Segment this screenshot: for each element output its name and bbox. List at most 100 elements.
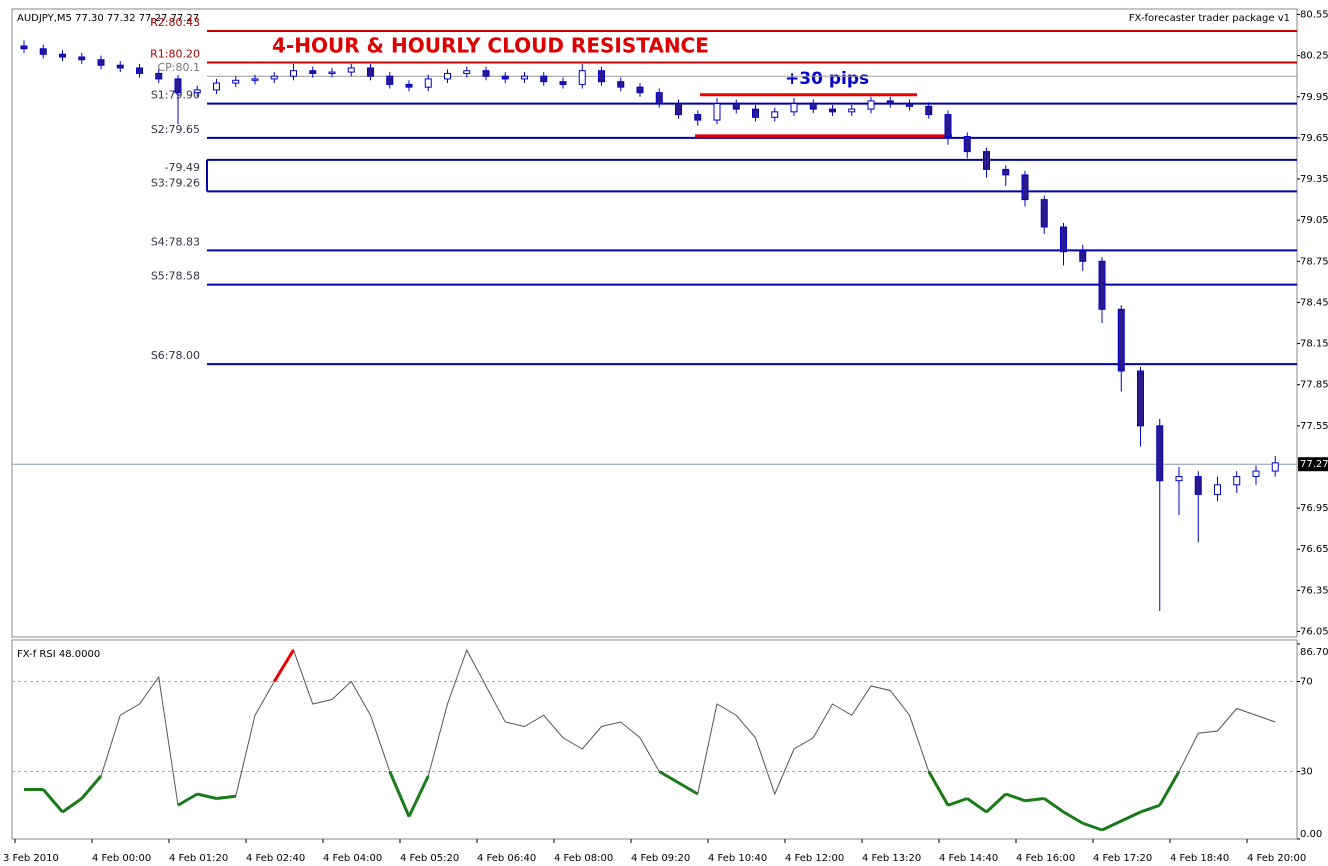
- candle-body: [867, 100, 875, 110]
- candle-body: [155, 72, 163, 80]
- candle-body: [559, 81, 567, 85]
- y-tick-label: 78.75: [1300, 256, 1328, 267]
- candle-body: [251, 78, 259, 81]
- rsi-zone-segment: [42, 788, 64, 813]
- candle-body: [1194, 476, 1202, 495]
- candle-body: [1002, 168, 1010, 176]
- candle-body: [290, 70, 297, 77]
- candle-body: [675, 103, 682, 116]
- y-tick-label: 76.95: [1300, 503, 1328, 514]
- candle-body: [829, 108, 836, 113]
- candle-body: [925, 105, 933, 116]
- rsi-tick-label: 70: [1300, 677, 1313, 688]
- x-tick-label: 4 Feb 05:20: [400, 853, 459, 864]
- last-price-box: [1298, 457, 1328, 472]
- candle-body: [655, 92, 663, 105]
- level-label: S4:78.83: [151, 235, 200, 248]
- candle-body: [809, 103, 817, 110]
- x-tick-label: 4 Feb 18:40: [1170, 853, 1229, 864]
- level-label: S3:79.26: [151, 176, 200, 189]
- candle-body: [694, 114, 702, 121]
- candle-body: [1117, 308, 1125, 372]
- candle-body: [752, 108, 759, 118]
- x-tick-label: 4 Feb 04:00: [323, 853, 382, 864]
- candle-body: [213, 82, 220, 91]
- candle-body: [771, 111, 779, 118]
- candle-body: [174, 78, 182, 94]
- candle-body: [1060, 226, 1067, 253]
- rsi-tick-label: 0.00: [1300, 829, 1322, 840]
- candle-body: [309, 70, 317, 74]
- candle-body: [944, 114, 952, 138]
- rsi-zone-segment: [272, 649, 295, 683]
- rsi-tick-label: 86.70: [1300, 647, 1328, 658]
- candle-body: [328, 71, 336, 74]
- x-tick-label: 4 Feb 10:40: [708, 853, 767, 864]
- annotation: 4-HOUR & HOURLY CLOUD RESISTANCE: [272, 34, 709, 58]
- candle-body: [501, 75, 509, 80]
- y-tick-label: 79.05: [1300, 215, 1328, 226]
- level-label: R2:80.43: [150, 16, 200, 29]
- x-tick-label: 4 Feb 01:20: [169, 853, 228, 864]
- indicator-name: FX-forecaster trader package v1: [1129, 13, 1290, 24]
- x-tick-label: 4 Feb 20:00: [1247, 853, 1306, 864]
- candle-body: [1252, 470, 1260, 478]
- candle-body: [20, 45, 28, 50]
- rsi-zone-segment: [1140, 803, 1161, 814]
- x-tick-label: 4 Feb 00:00: [92, 853, 151, 864]
- candle-body: [1021, 174, 1029, 201]
- rsi-zone-segment: [177, 792, 199, 807]
- rsi-zone-segment: [1158, 770, 1181, 806]
- x-tick-label: 4 Feb 06:40: [477, 853, 536, 864]
- candle-body: [983, 151, 990, 170]
- y-tick-label: 80.55: [1300, 9, 1328, 20]
- candle-body: [1079, 251, 1087, 262]
- candle-body: [1175, 476, 1183, 482]
- y-tick-label: 78.15: [1300, 339, 1328, 350]
- candle-body: [732, 103, 740, 110]
- rsi-zone-segment: [1082, 821, 1103, 832]
- candle-body: [1214, 484, 1221, 495]
- candle-body: [636, 86, 644, 94]
- candle-body: [39, 48, 47, 55]
- rsi-zone-segment: [985, 792, 1007, 814]
- candle-body: [713, 103, 721, 121]
- rsi-zone-segment: [407, 775, 430, 818]
- candle-body: [405, 83, 413, 88]
- rsi-zone-segment: [196, 792, 217, 800]
- level-label: -79.49: [165, 161, 200, 174]
- y-tick-label: 76.05: [1300, 627, 1328, 638]
- rsi-zone-segment: [966, 797, 988, 814]
- candle-body: [116, 64, 124, 69]
- candle-body: [790, 103, 798, 113]
- candle-body: [906, 103, 913, 107]
- candle-body: [848, 108, 856, 113]
- candle-body: [598, 70, 605, 83]
- candle-body: [347, 67, 355, 73]
- rsi-zone-segment: [677, 781, 699, 796]
- main-panel: [11, 8, 1298, 638]
- y-tick-label: 77.85: [1300, 380, 1328, 391]
- candle-body: [617, 81, 625, 88]
- rsi-tick-label: 30: [1300, 767, 1313, 778]
- y-tick-label: 76.65: [1300, 544, 1328, 555]
- rsi-zone-segment: [1005, 792, 1026, 803]
- header: AUDJPY,M5 77.30 77.32 77.27 77.27: [17, 13, 199, 24]
- candle-body: [1233, 476, 1241, 486]
- rsi-panel: [11, 639, 1298, 840]
- level-label: S2:79.65: [151, 123, 200, 136]
- candle-body: [482, 70, 490, 77]
- candle-body: [270, 75, 278, 80]
- candle-body: [136, 67, 143, 74]
- rsi-name: FX-f RSI 48.0000: [17, 649, 100, 660]
- candle-body: [578, 70, 586, 85]
- rsi-zone-segment: [1043, 797, 1065, 814]
- level-label: CP:80.1: [157, 61, 200, 74]
- candle-body: [386, 75, 394, 85]
- y-tick-label: 79.35: [1300, 174, 1328, 185]
- level-label: S6:78.00: [151, 349, 200, 362]
- rsi-zone-segment: [80, 775, 103, 800]
- y-tick-label: 76.35: [1300, 585, 1328, 596]
